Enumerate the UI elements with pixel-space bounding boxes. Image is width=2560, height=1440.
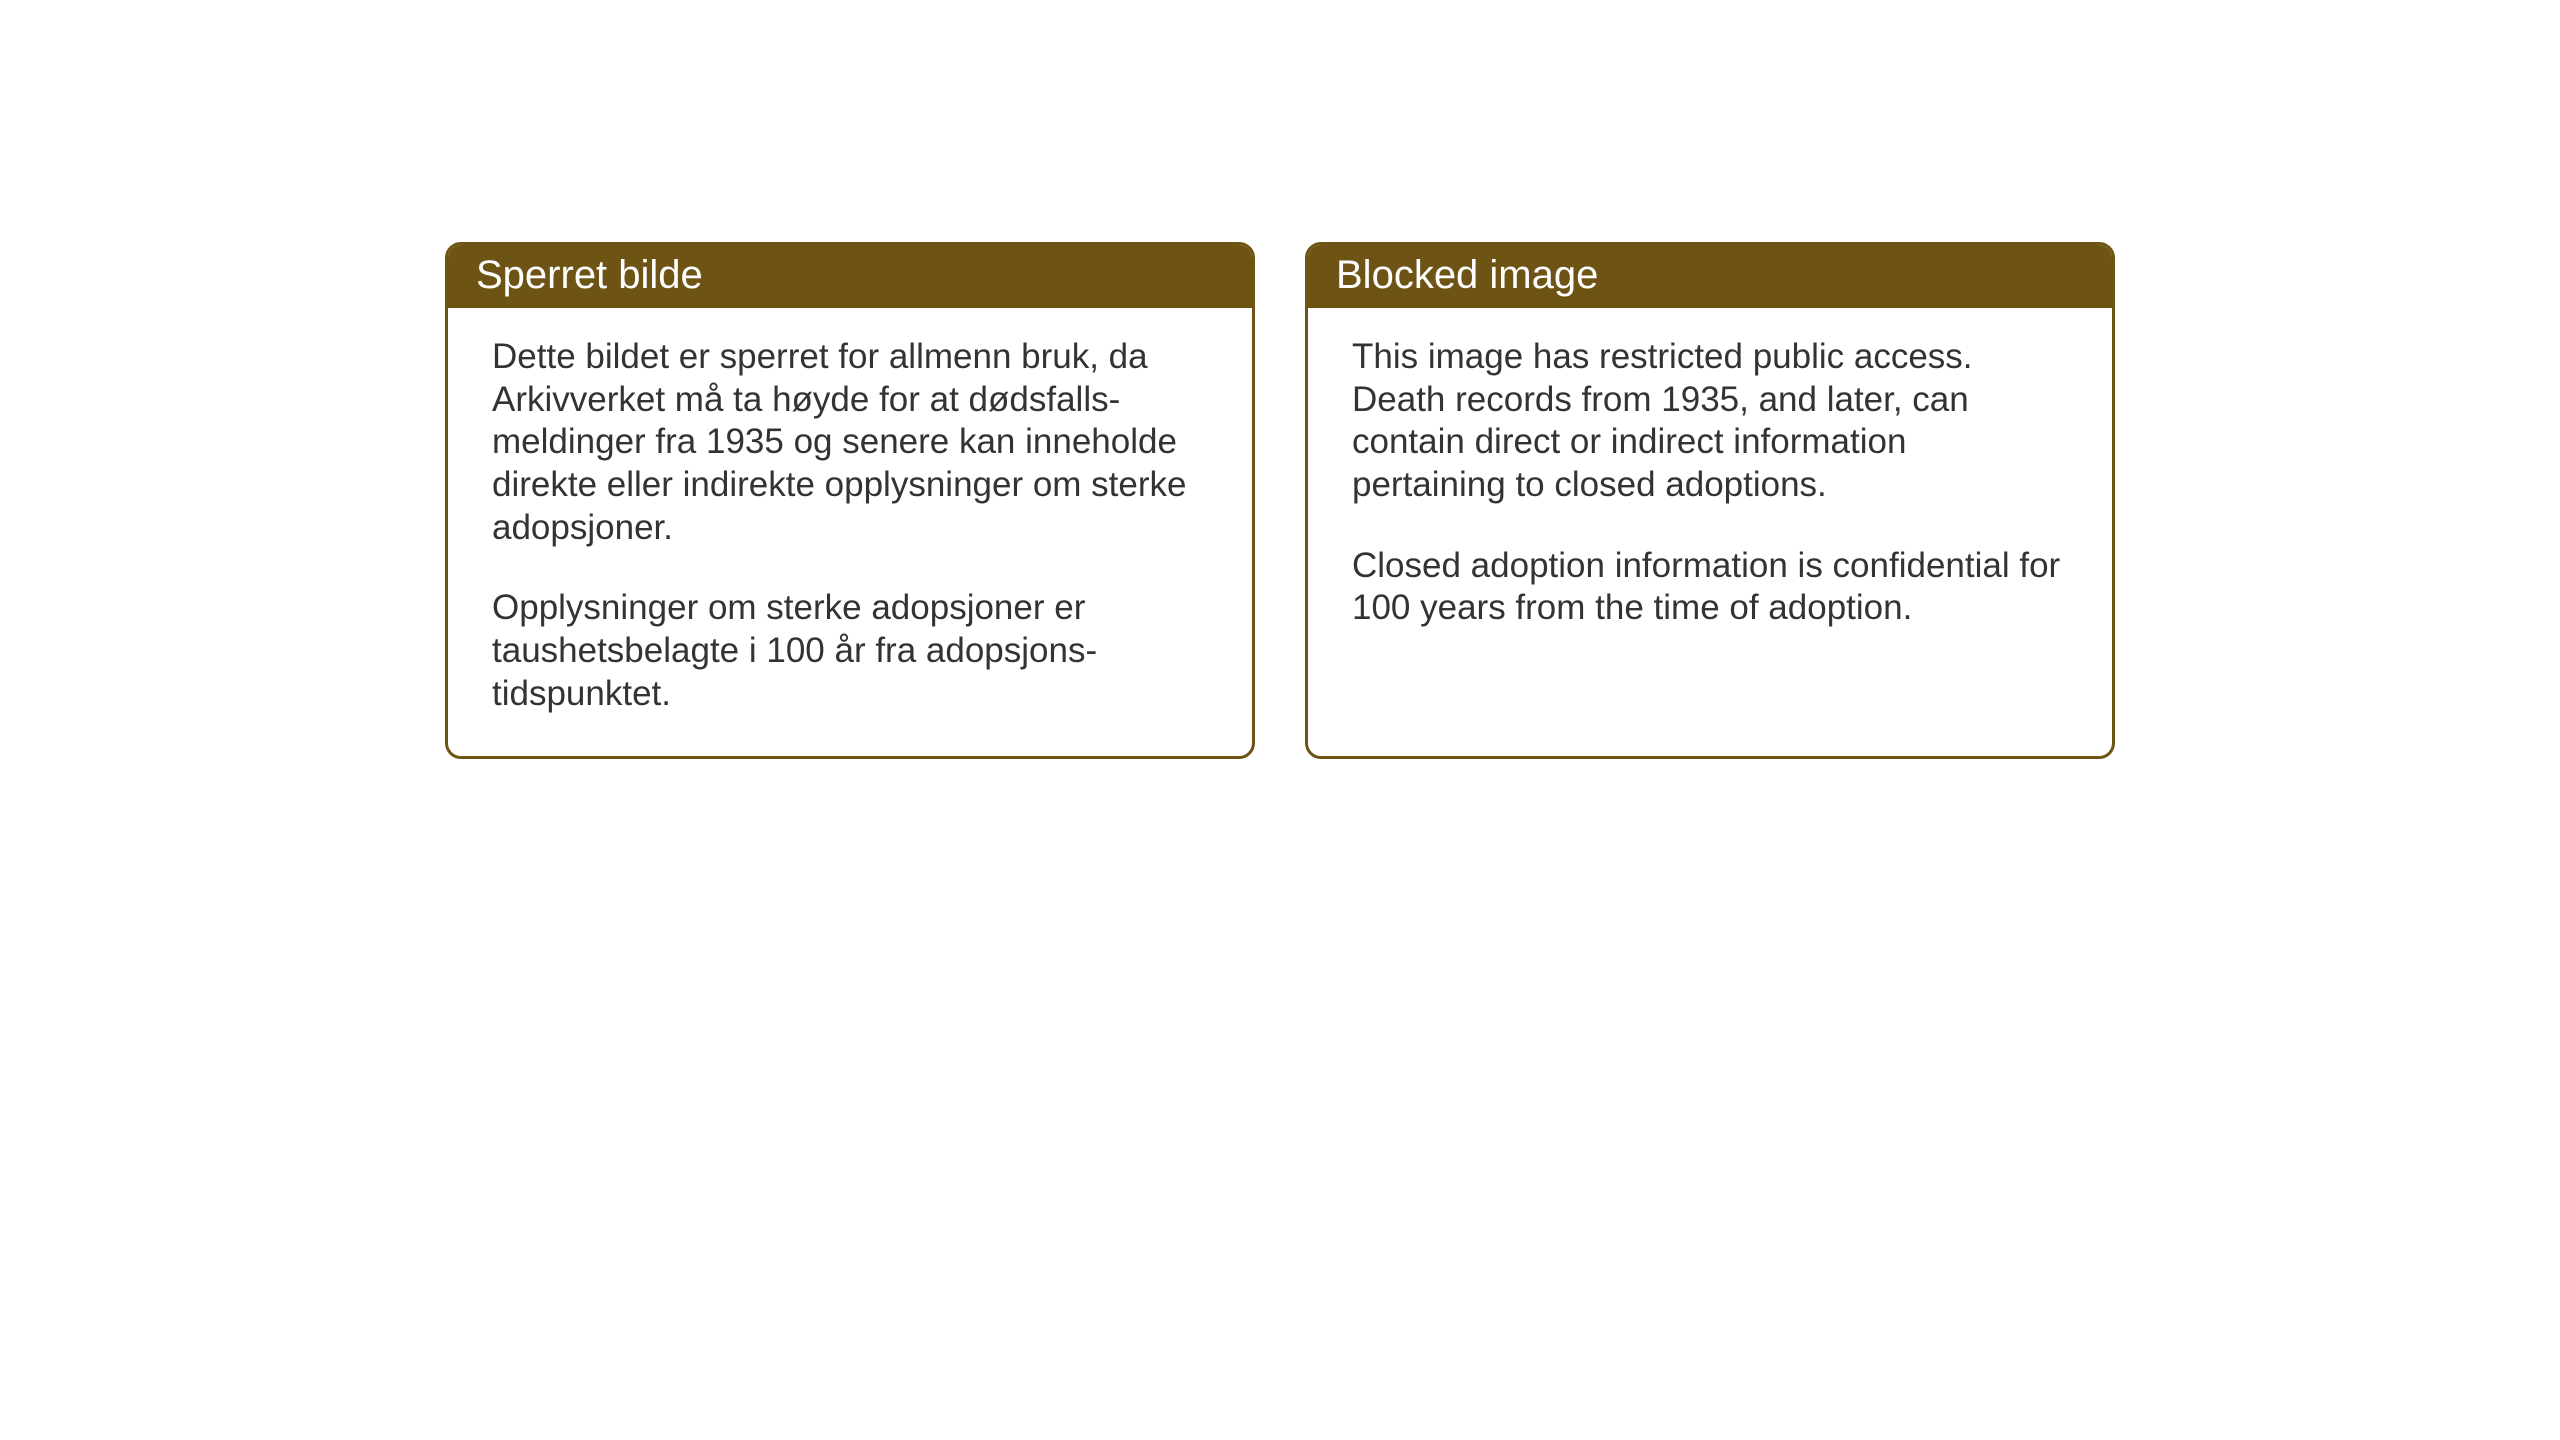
paragraph-norwegian-2: Opplysninger om sterke adopsjoner er tau… [492, 587, 1208, 715]
card-body-english: This image has restricted public access.… [1308, 308, 2112, 728]
card-body-norwegian: Dette bildet er sperret for allmenn bruk… [448, 308, 1252, 756]
paragraph-english-1: This image has restricted public access.… [1352, 336, 2068, 507]
card-title-english: Blocked image [1336, 253, 1598, 297]
paragraph-english-2: Closed adoption information is confident… [1352, 545, 2068, 630]
card-header-english: Blocked image [1308, 245, 2112, 308]
card-header-norwegian: Sperret bilde [448, 245, 1252, 308]
notice-container: Sperret bilde Dette bildet er sperret fo… [445, 242, 2115, 759]
notice-card-norwegian: Sperret bilde Dette bildet er sperret fo… [445, 242, 1255, 759]
card-title-norwegian: Sperret bilde [476, 253, 703, 297]
paragraph-norwegian-1: Dette bildet er sperret for allmenn bruk… [492, 336, 1208, 549]
notice-card-english: Blocked image This image has restricted … [1305, 242, 2115, 759]
